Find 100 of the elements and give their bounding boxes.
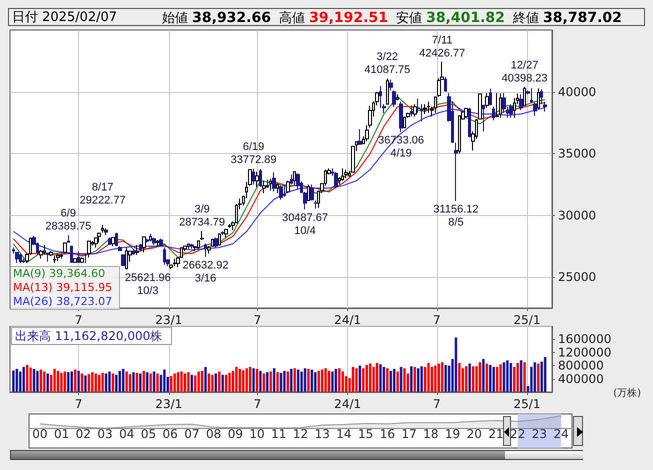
bar xyxy=(513,366,516,392)
bar xyxy=(544,357,546,392)
x-tick-label: 7 xyxy=(433,313,441,327)
y-tick-label: 30000 xyxy=(558,208,596,222)
bar xyxy=(224,374,228,392)
bar xyxy=(43,372,46,392)
bar xyxy=(424,366,426,392)
annotation: 12/27 40398.23 xyxy=(502,59,548,84)
candlestick xyxy=(341,168,344,182)
x-tick-label: 23/1 xyxy=(155,313,182,327)
candlestick xyxy=(56,253,60,262)
bar xyxy=(46,374,49,392)
text: 安値 38,401.82 xyxy=(396,9,505,26)
bar xyxy=(362,368,365,392)
bar xyxy=(221,374,224,392)
candlestick xyxy=(139,243,142,252)
candlestick xyxy=(108,237,111,246)
annotation: 6/19 33772.89 xyxy=(230,141,276,166)
candlestick xyxy=(262,180,266,194)
bar xyxy=(197,372,200,392)
x-tick-label: 7 xyxy=(74,313,82,327)
candlestick xyxy=(410,104,413,117)
bar xyxy=(60,372,63,392)
candlestick xyxy=(307,184,310,202)
x-tick-label: 06 xyxy=(162,427,178,441)
candlestick xyxy=(276,182,279,194)
y-tick-label: 1200000 xyxy=(558,345,612,360)
bar xyxy=(12,370,15,392)
candlestick xyxy=(152,237,156,246)
x-tick-label: 18 xyxy=(423,427,438,441)
bar xyxy=(310,370,314,392)
bar xyxy=(132,372,135,392)
bar xyxy=(118,370,122,392)
bar xyxy=(94,374,98,392)
candlestick xyxy=(344,169,348,179)
candlestick xyxy=(84,254,87,264)
candlestick xyxy=(358,128,362,146)
annotation: 31156.12 8/5 xyxy=(433,204,478,229)
text: MA(26) 38,723.07 xyxy=(13,295,112,308)
bar xyxy=(232,370,234,392)
candlestick xyxy=(101,224,104,234)
bar xyxy=(341,372,344,392)
candlestick xyxy=(211,238,214,247)
candlestick xyxy=(70,246,73,264)
bar xyxy=(77,370,80,392)
candlestick xyxy=(444,76,447,92)
x-tick-label: 02 xyxy=(76,427,91,441)
bar xyxy=(146,372,148,392)
bar xyxy=(104,374,108,392)
bar xyxy=(372,366,375,392)
x-tick-label: 7 xyxy=(433,397,441,411)
candlestick xyxy=(286,180,290,194)
bar xyxy=(434,366,437,392)
x-tick-label: 00 xyxy=(32,427,48,441)
annotation: 7/11 42426.77 xyxy=(419,34,466,60)
candlestick xyxy=(266,179,269,189)
candlestick xyxy=(104,228,108,236)
x-tick-label: 03 xyxy=(97,427,113,441)
x-tick-label: 7 xyxy=(254,397,262,411)
bar xyxy=(156,374,159,392)
candlestick xyxy=(537,88,540,110)
x-tick-label: 24/1 xyxy=(334,313,362,327)
bar xyxy=(510,362,512,392)
candlestick xyxy=(67,234,70,244)
candlestick xyxy=(39,249,43,260)
bar xyxy=(235,366,238,392)
bar xyxy=(537,364,540,392)
candlestick xyxy=(19,253,22,264)
bar xyxy=(101,372,104,392)
candlestick xyxy=(489,88,492,106)
candlestick xyxy=(540,88,543,105)
bar xyxy=(331,372,334,392)
x-tick-label: 04 xyxy=(119,427,134,441)
bar xyxy=(139,374,142,392)
x-tick-label: 17 xyxy=(401,427,417,441)
x-tick-label: 14 xyxy=(336,427,352,441)
candlestick xyxy=(53,256,56,264)
bar xyxy=(259,370,262,392)
bar xyxy=(163,370,166,392)
bar xyxy=(530,366,533,392)
annotation: 26632.92 3/16 xyxy=(182,259,228,284)
y-tick-label: 800000 xyxy=(558,358,604,373)
bar xyxy=(454,338,458,392)
bar xyxy=(400,366,402,392)
annotation: 30487.67 10/4 xyxy=(282,212,328,237)
candlestick xyxy=(197,240,200,250)
candlestick xyxy=(458,114,461,154)
bar xyxy=(211,374,214,392)
y-axis-title: (万株) xyxy=(613,386,641,400)
candlestick xyxy=(310,184,314,202)
bar xyxy=(115,374,118,392)
bar xyxy=(296,370,300,392)
candlestick xyxy=(224,228,228,238)
bar xyxy=(40,370,42,392)
candlestick xyxy=(159,238,163,247)
bar xyxy=(187,372,190,392)
bar xyxy=(136,372,138,392)
x-tick-label: 7 xyxy=(74,397,82,411)
x-tick-label: 21 xyxy=(488,427,504,441)
bar xyxy=(180,372,183,392)
